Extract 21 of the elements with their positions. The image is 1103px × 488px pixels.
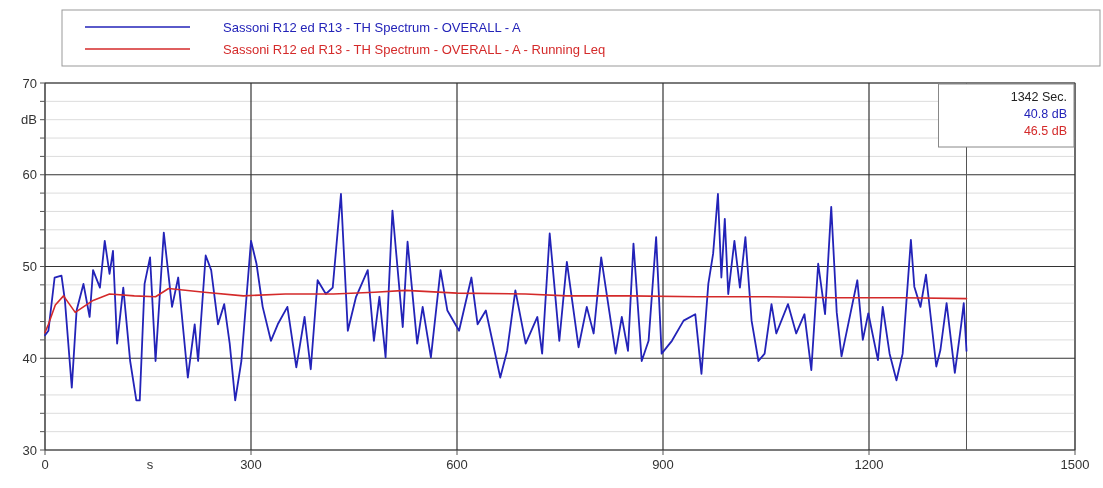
text: Sassoni R12 ed R13 - TH Spectrum - OVERALL - A — [223, 19, 522, 35]
y-tick-label: 40 — [22, 350, 37, 366]
y-axis-title: dB — [21, 112, 37, 128]
text: Sassoni R12 ed R13 - TH Spectrum - OVERALL - A - Running Leq — [223, 41, 606, 57]
y-tick-label: 70 — [22, 75, 37, 91]
x-tick-label: 0 — [41, 457, 49, 472]
y-tick-label: 60 — [22, 167, 37, 183]
y-tick-label: 30 — [22, 442, 37, 458]
x-tick-label: 1500 — [1060, 457, 1090, 472]
line-series — [44, 287, 968, 334]
line-series — [44, 193, 968, 402]
x-tick-label: 300 — [240, 457, 262, 472]
x-tick-label: 600 — [446, 457, 468, 472]
cursor-readout-box: 1342 Sec. 40.8 dB 46.5 dB — [938, 83, 1075, 148]
x-axis-title: s — [146, 457, 154, 472]
x-tick-label: 1200 — [854, 457, 884, 472]
annotation: 46.5 dB — [1023, 124, 1067, 138]
y-tick-label: 50 — [22, 259, 37, 275]
x-tick-label: 900 — [652, 457, 674, 472]
annotation: 1342 Sec. — [1010, 90, 1067, 104]
annotation: 40.8 dB — [1023, 107, 1067, 121]
